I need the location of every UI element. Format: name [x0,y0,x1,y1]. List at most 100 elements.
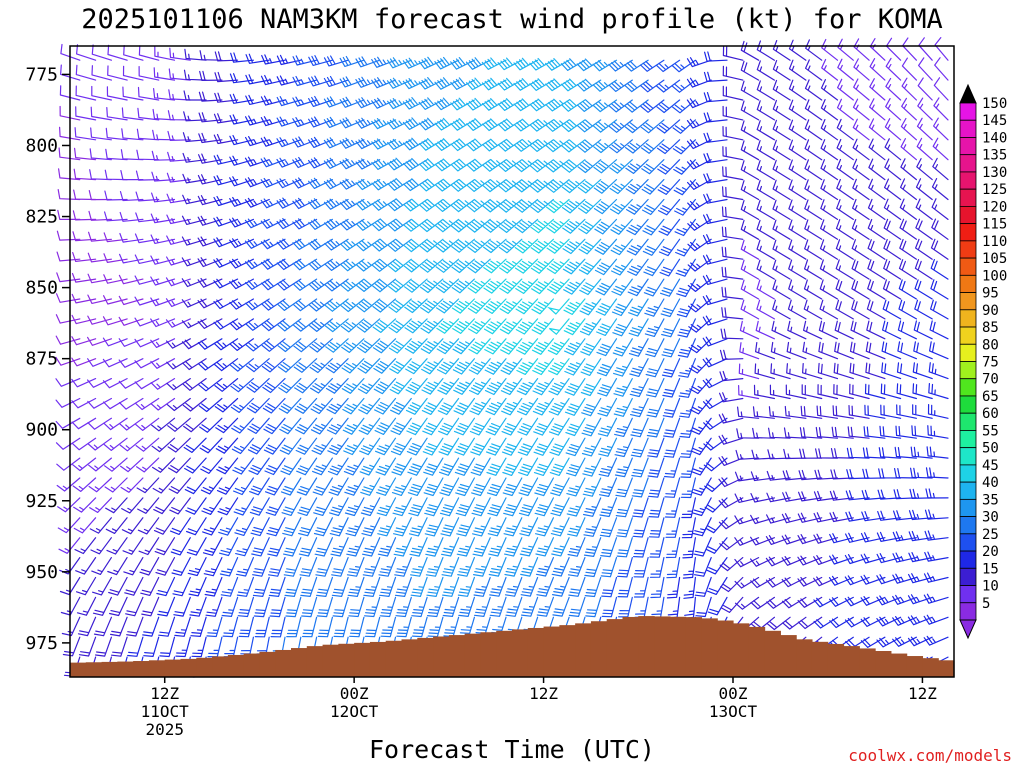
wind-barb [516,338,539,355]
wind-barb [908,509,933,521]
wind-barb [646,378,665,398]
colorbar-segment [959,447,977,466]
wind-barb [158,616,176,637]
wind-barb [686,77,712,88]
wind-barb [202,517,223,536]
wind-barb [214,397,239,413]
wind-barb [87,437,112,451]
wind-barb [182,397,207,412]
wind-barb [929,341,949,360]
wind-barb [315,557,333,577]
wind-barb [912,404,933,419]
wind-barb [719,370,744,382]
wind-barb [860,636,886,648]
wind-barb [121,517,144,535]
wind-barb [410,576,428,597]
wind-barb [687,278,712,292]
wind-barb [782,470,807,481]
wind-barb [599,477,618,497]
wind-barb [563,298,586,315]
wind-barb [645,358,665,378]
wind-barb [403,258,428,273]
wind-barb [339,137,365,149]
wind-barb [674,218,696,237]
wind-barb [805,39,823,61]
wind-barb [513,118,539,132]
wind-barb [930,259,949,280]
wind-barb [203,557,223,577]
wind-barb [470,457,491,476]
wind-barb [564,397,586,416]
colorbar-label: 30 [982,510,999,526]
wind-barb [899,198,917,220]
wind-barb [498,198,523,213]
wind-barb [770,341,791,360]
wind-barb [755,320,775,340]
wind-barb [664,457,681,478]
wind-barb [797,616,823,630]
wind-barb [418,117,444,131]
wind-barb [692,497,712,517]
wind-barb [213,258,239,268]
wind-barb [75,85,97,101]
wind-barb [427,616,444,638]
wind-barb [150,358,176,369]
wind-barb [453,378,475,395]
wind-barb [788,259,807,280]
wind-barb [804,139,823,161]
wind-barb [647,457,665,478]
wind-barb [388,318,412,334]
wind-barb [276,116,302,127]
wind-barb [245,115,270,126]
wind-barb [434,117,460,131]
wind-barb [260,74,286,86]
colorbar-label: 20 [982,544,999,560]
wind-barb [265,477,286,496]
wind-barb [783,448,807,460]
wind-barb [340,298,365,313]
wind-barb [907,615,933,626]
colorbar-segment [959,567,977,586]
wind-barb [88,210,112,221]
wind-barb [862,447,886,459]
wind-barb [486,477,507,497]
wind-barb [118,358,144,368]
wind-barb [550,497,570,517]
wind-barb [342,397,365,415]
wind-barb [703,173,728,184]
wind-barb [135,170,160,181]
terrain-step [606,619,624,677]
wind-barb [71,314,97,325]
wind-barb [535,517,554,537]
wind-barb [644,298,665,317]
wind-barb [387,238,412,252]
wind-barb [150,234,176,244]
wind-barb [324,258,349,271]
wind-barb [167,417,191,432]
wind-barb [387,177,412,191]
colorbar-segment [959,498,977,518]
wind-barb [865,362,886,380]
colorbar-label: 75 [982,355,999,371]
wind-barb [627,258,649,276]
wind-barb [341,338,365,353]
wind-barb [483,318,507,335]
plot-frame [69,45,955,678]
wind-barb [309,338,333,353]
colorbar-label: 90 [982,303,999,319]
colorbar-segment [959,378,977,397]
wind-barb [456,537,475,557]
wind-barb [518,477,539,497]
wind-barb [609,179,633,195]
wind-barb [469,397,491,416]
wind-barb [576,78,602,92]
wind-barb [355,97,381,109]
terrain-step [85,662,103,677]
wind-barb [658,218,681,236]
wind-barb [598,457,618,477]
wind-barb [57,497,81,513]
wind-barb [105,127,128,141]
wind-barb [254,616,270,638]
wind-barb [722,85,744,101]
wind-barb [140,576,160,596]
